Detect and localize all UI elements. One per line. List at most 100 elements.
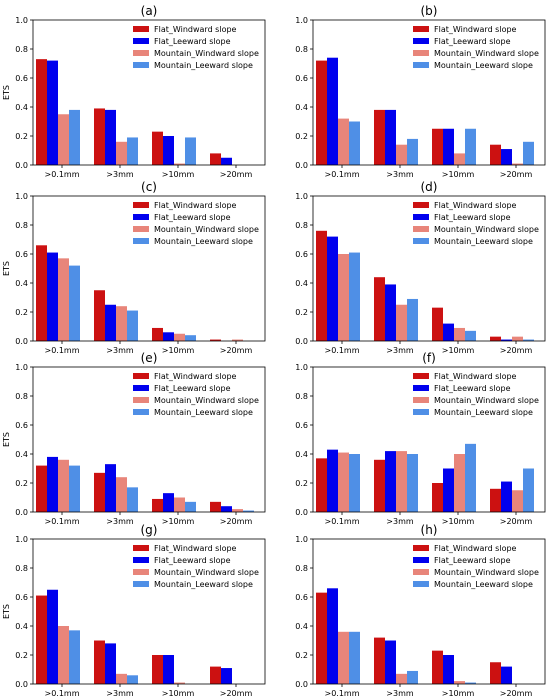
y-tick-label: 0.0: [295, 161, 308, 170]
legend-entry: Flat_Windward slope: [154, 544, 237, 553]
legend-entry: Mountain_Windward slope: [154, 396, 259, 405]
bar: [163, 655, 174, 684]
legend-entry: Flat_Windward slope: [434, 372, 517, 381]
chart-panel-2: (c) ETS 0.0 0.2 0.4 0.6 0.8 1.0 >0.1mm >3mm >10mm >…: [2, 180, 266, 355]
y-tick-label: 0.4: [295, 622, 308, 631]
chart-panel-5: (f) 0.0 0.2 0.4 0.6 0.8 1.0 >0.1mm >3mm >10mm >20m…: [295, 351, 546, 526]
bar: [47, 252, 58, 341]
plot-frame: [32, 366, 266, 513]
bar: [36, 595, 47, 684]
legend: Flat_Windward slope Flat_Leeward slope Mou…: [133, 544, 259, 589]
legend-swatch: [133, 202, 149, 208]
legend-entry: Flat_Leeward slope: [434, 556, 511, 565]
bar: [69, 630, 80, 684]
bar: [116, 141, 127, 165]
x-tick-label: >20mm: [220, 170, 253, 179]
y-tick-label: 1.0: [15, 192, 28, 201]
plot-frame: [312, 19, 546, 166]
bar: [490, 662, 501, 684]
legend-entry: Mountain_Leeward slope: [434, 61, 533, 70]
legend: Flat_Windward slope Flat_Leeward slope Mou…: [133, 372, 259, 417]
x-tick-label: >10mm: [162, 170, 195, 179]
bar: [385, 109, 396, 165]
bar: [36, 465, 47, 512]
y-tick-label: 0.0: [15, 337, 28, 346]
legend-swatch: [413, 226, 429, 232]
legend-swatch: [133, 569, 149, 575]
bar: [232, 509, 243, 512]
bar: [116, 477, 127, 512]
y-tick-label: 0.8: [15, 45, 28, 54]
x-tick-label: >3mm: [106, 517, 134, 526]
legend-swatch: [413, 202, 429, 208]
y-tick-label: 0.6: [295, 593, 308, 602]
bar: [47, 60, 58, 165]
x-tick-label: >10mm: [442, 517, 475, 526]
y-tick-label: 0.2: [295, 651, 308, 660]
y-tick-label: 0.8: [15, 221, 28, 230]
bar: [512, 336, 523, 341]
legend-swatch: [133, 397, 149, 403]
legend-swatch: [413, 385, 429, 391]
bar: [385, 451, 396, 512]
y-tick-label: 0.0: [295, 508, 308, 517]
chart-panel-6: (g) ETS 0.0 0.2 0.4 0.6 0.8 1.0 >0.1mm >3mm >10mm >…: [2, 523, 266, 698]
bar: [210, 501, 221, 512]
legend-entry: Mountain_Windward slope: [434, 49, 539, 58]
chart-panel-7: (h) 0.0 0.2 0.4 0.6 0.8 1.0 >0.1mm >3mm >10mm >20m…: [295, 523, 546, 698]
bar: [407, 298, 418, 341]
bar: [36, 59, 47, 165]
bar: [221, 157, 232, 165]
x-tick-label: >20mm: [220, 346, 253, 355]
legend-swatch: [413, 397, 429, 403]
bar: [94, 290, 105, 341]
y-tick-label: 0.6: [295, 421, 308, 430]
x-tick-label: >3mm: [106, 689, 134, 698]
y-tick-label: 0.6: [15, 250, 28, 259]
bar: [432, 128, 443, 165]
plot-frame: [312, 195, 546, 342]
legend-entry: Flat_Windward slope: [434, 25, 517, 34]
bar: [69, 109, 80, 165]
bar: [396, 451, 407, 512]
y-tick-label: 0.8: [295, 221, 308, 230]
bar: [243, 510, 254, 512]
bar: [501, 149, 512, 165]
legend-swatch: [413, 238, 429, 244]
legend-swatch: [133, 385, 149, 391]
legend-swatch: [413, 62, 429, 68]
y-tick-label: 0.6: [15, 74, 28, 83]
bar: [316, 458, 327, 512]
bar: [490, 336, 501, 341]
bar: [465, 682, 476, 684]
bar: [327, 449, 338, 512]
bar: [349, 631, 360, 684]
x-tick-label: >20mm: [500, 170, 533, 179]
plot-frame: [312, 366, 546, 513]
x-tick-label: >10mm: [162, 517, 195, 526]
chart-panel-0: (a) ETS 0.0 0.2 0.4 0.6 0.8 1.0 >0.1mm >3mm >10mm >…: [2, 4, 266, 179]
legend-entry: Mountain_Leeward slope: [154, 237, 253, 246]
x-tick-label: >0.1mm: [44, 517, 79, 526]
bar: [316, 60, 327, 165]
legend-swatch: [413, 545, 429, 551]
y-tick-label: 0.0: [15, 161, 28, 170]
bar: [47, 589, 58, 684]
panel-title: (h): [421, 523, 438, 537]
legend-entry: Mountain_Leeward slope: [434, 237, 533, 246]
y-tick-label: 0.4: [15, 279, 28, 288]
panel-title: (f): [422, 351, 436, 365]
plot-frame: [32, 195, 266, 342]
bar: [465, 330, 476, 341]
x-tick-label: >3mm: [106, 346, 134, 355]
bar: [127, 487, 138, 512]
x-tick-label: >0.1mm: [44, 689, 79, 698]
x-tick-label: >20mm: [220, 517, 253, 526]
legend-entry: Flat_Windward slope: [434, 201, 517, 210]
legend-entry: Mountain_Windward slope: [154, 49, 259, 58]
bar: [185, 335, 196, 341]
y-tick-label: 1.0: [15, 535, 28, 544]
x-tick-label: >0.1mm: [324, 346, 359, 355]
panel-title: (g): [141, 523, 158, 537]
legend: Flat_Windward slope Flat_Leeward slope Mou…: [413, 372, 539, 417]
